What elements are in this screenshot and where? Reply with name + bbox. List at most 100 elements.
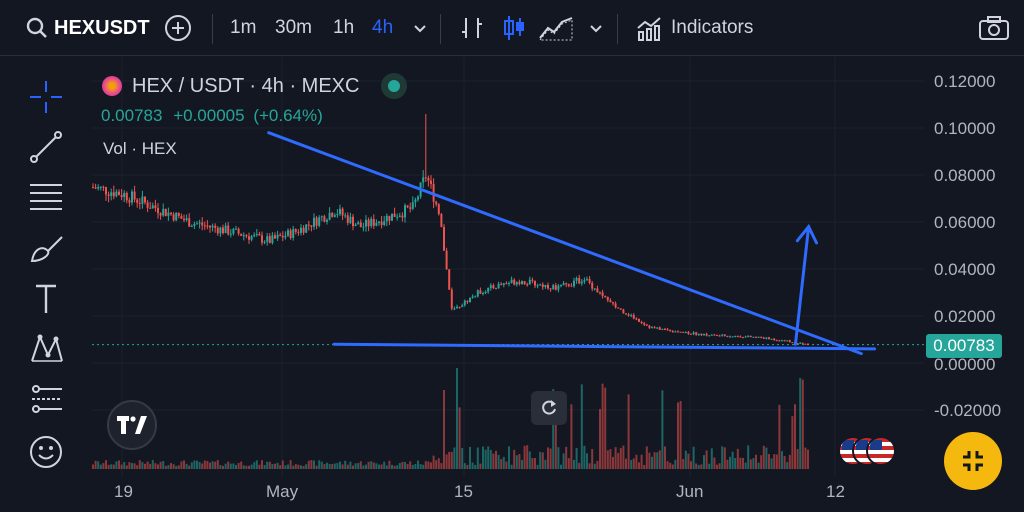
volume-bar (580, 384, 583, 469)
crosshair-tool[interactable] (24, 77, 68, 117)
candle-body (193, 223, 196, 227)
horizontal-lines-icon (30, 184, 62, 210)
area-style-button[interactable] (538, 0, 574, 56)
time-axis[interactable]: 19 May 15 Jun 12 (92, 477, 924, 512)
icons-tool[interactable] (24, 432, 68, 472)
candle-body (658, 327, 661, 330)
bars-icon (462, 18, 482, 38)
trendline-tool[interactable] (24, 127, 68, 167)
volume-bar (388, 460, 391, 469)
interval-1h[interactable]: 1h (333, 0, 354, 56)
volume-bar (458, 407, 461, 469)
volume-bar (523, 445, 526, 469)
candle-body (183, 218, 185, 221)
economic-events[interactable] (838, 436, 898, 468)
bar-style-button[interactable] (458, 0, 486, 56)
candle-body (513, 279, 516, 285)
volume-bar (341, 464, 344, 469)
volume-bar (495, 450, 497, 469)
candle-body (456, 306, 458, 309)
us-flag-icon (866, 436, 896, 466)
volume-bar (188, 465, 191, 469)
candle-body (115, 191, 118, 197)
volume-bar (713, 457, 716, 469)
volume-bar (687, 453, 690, 469)
candle-body (799, 342, 802, 344)
volume-bar (112, 464, 115, 469)
interval-30m[interactable]: 30m (275, 0, 312, 56)
candle-body (450, 289, 453, 309)
last-value: 0.00783 (101, 106, 163, 125)
candle-body (240, 233, 243, 236)
volume-bar (385, 465, 388, 469)
fib-tool[interactable] (24, 177, 68, 217)
pattern-tool[interactable] (24, 329, 68, 369)
volume-bar (154, 463, 157, 469)
candle-body (372, 218, 375, 226)
candle-body (198, 222, 201, 224)
volume-bar (786, 462, 789, 469)
volume-bar (222, 465, 224, 469)
candles-style-button[interactable] (500, 0, 528, 56)
candle-body (617, 307, 620, 309)
chart-type-dropdown[interactable] (588, 0, 604, 56)
forecast-tool[interactable] (24, 379, 68, 419)
volume-bar (141, 462, 144, 469)
candle-body (427, 177, 430, 181)
candle-body (476, 290, 479, 297)
volume-bar (248, 465, 250, 469)
candle-body (339, 208, 341, 215)
indicators-button[interactable]: Indicators (635, 0, 753, 56)
text-tool[interactable] (24, 279, 68, 319)
volume-bar (648, 452, 651, 469)
candle-body (297, 231, 300, 233)
candle-body (523, 281, 526, 285)
candle-body (380, 221, 383, 225)
interval-dropdown[interactable] (412, 0, 428, 56)
volume-bar (138, 460, 141, 469)
volume-bar (198, 461, 201, 469)
area-chart-icon (538, 17, 573, 41)
candle-body (528, 279, 531, 285)
collapse-icon (963, 451, 983, 471)
snapshot-button[interactable] (978, 0, 1010, 56)
volume-bar (664, 446, 666, 469)
volume-bar (606, 450, 609, 469)
volume-legend: Vol · HEX (103, 139, 177, 158)
compare-add-button[interactable] (164, 0, 192, 56)
candle-body (417, 196, 419, 200)
descending-trendline (267, 131, 863, 356)
price-axis[interactable]: 0.12000 0.10000 0.08000 0.06000 0.04000 … (924, 57, 1024, 477)
candle-body (102, 186, 105, 188)
volume-bar (656, 452, 659, 469)
candle-body (409, 207, 412, 209)
volume-bar (541, 452, 544, 469)
candle-body (492, 285, 495, 289)
volume-bar (320, 461, 323, 469)
volume-bar (591, 448, 594, 469)
volume-bar (292, 465, 295, 469)
candle-body (684, 332, 687, 334)
price-tick: 0.06000 (934, 213, 996, 232)
brush-tool[interactable] (24, 229, 68, 269)
volume-bar (596, 460, 599, 469)
tradingview-logo[interactable] (107, 400, 157, 450)
volume-bar (372, 462, 375, 469)
volume-bar (362, 465, 365, 469)
volume-bar (287, 464, 289, 469)
interval-4h[interactable]: 4h (372, 0, 393, 56)
symbol-search-button[interactable]: HEXUSDT (26, 0, 150, 56)
price-chart[interactable] (92, 57, 924, 477)
volume-bar (167, 465, 170, 469)
volume-bar (120, 464, 123, 469)
candle-body (349, 216, 352, 223)
reset-chart-button[interactable] (531, 391, 567, 425)
time-tick: Jun (676, 482, 704, 501)
candle-body (458, 306, 461, 308)
candle-body (541, 284, 544, 288)
fullscreen-collapse-button[interactable] (944, 432, 1002, 490)
interval-1m[interactable]: 1m (230, 0, 256, 56)
volume-bar (807, 449, 809, 469)
candle-body (612, 302, 614, 304)
candle-body (508, 282, 510, 284)
